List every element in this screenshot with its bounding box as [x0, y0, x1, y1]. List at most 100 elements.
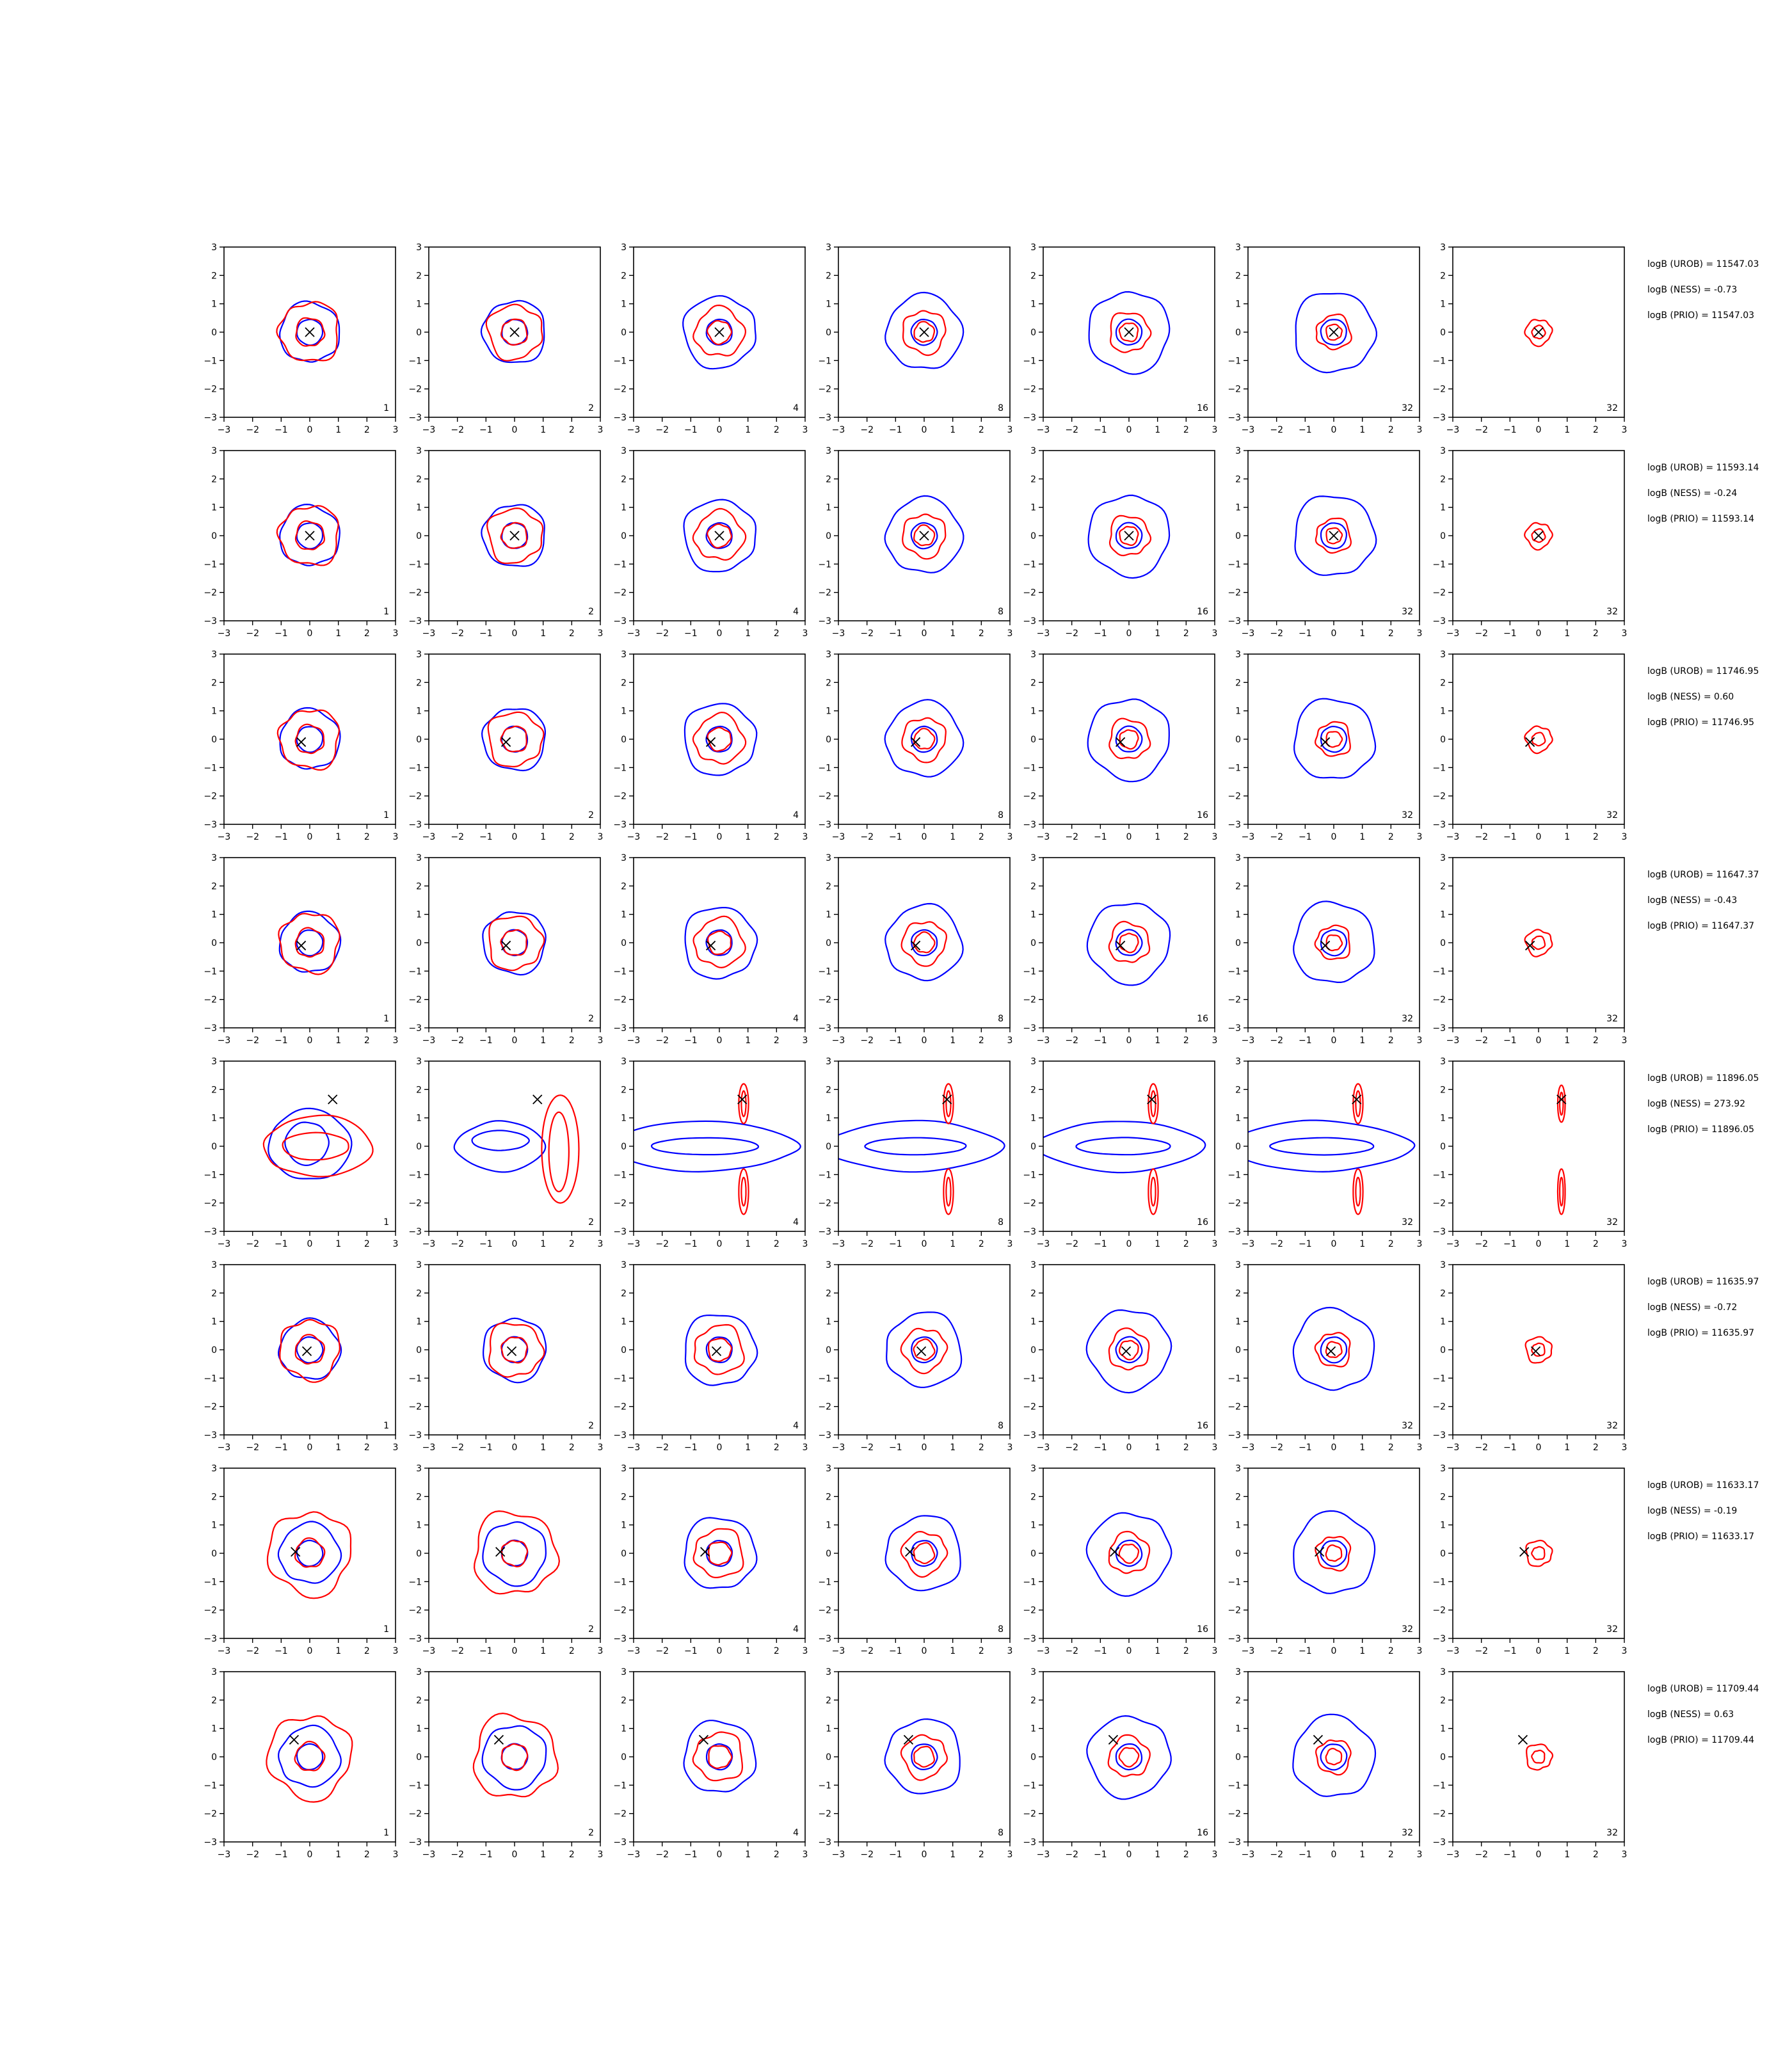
y-tick-label: 3 [211, 1260, 217, 1270]
y-tick-label: −1 [1228, 1373, 1241, 1384]
red-contour-outer [693, 1324, 745, 1375]
y-tick-label: 0 [1235, 1752, 1241, 1763]
x-tick-label: −1 [479, 1850, 493, 1860]
panel-r8-c4: −3 −2 −1 0 1 2 3 −3 −2 −1 0 1 2 3 8 [818, 1667, 1012, 1860]
annotation-ness: logB (NESS) = 0.63 [1647, 1709, 1734, 1720]
red-contour-outer [902, 310, 947, 356]
blue-contour-outer [884, 902, 964, 982]
contours [1043, 1083, 1206, 1215]
marker-x [1147, 1094, 1157, 1105]
red-contour-inner [1325, 527, 1343, 545]
y-tick-label: 1 [826, 910, 831, 920]
x-tick-label: 0 [1536, 1036, 1542, 1046]
y-tick-label: −2 [408, 995, 422, 1005]
x-tick-label: 0 [1331, 425, 1337, 435]
x-tick-label: 2 [774, 628, 780, 639]
y-tick-label: 0 [621, 735, 627, 745]
panel-r4-c6: −3 −2 −1 0 1 2 3 −3 −2 −1 0 1 2 3 32 [1228, 853, 1422, 1046]
x-tick-label: −1 [1503, 1036, 1517, 1046]
x-tick-label: −3 [627, 1850, 641, 1860]
x-tick-label: 1 [1564, 628, 1570, 639]
y-tick-label: 0 [826, 1345, 831, 1356]
x-tick-label: −1 [1503, 832, 1517, 842]
x-tick-label: 1 [1564, 1850, 1570, 1860]
y-tick-label: 2 [1440, 678, 1446, 688]
contours [1087, 698, 1170, 783]
x-tick-label: 0 [512, 1239, 518, 1249]
y-tick-label: 1 [1235, 1114, 1241, 1124]
y-tick-label: 2 [1440, 1288, 1446, 1299]
x-tick-label: −2 [1065, 1036, 1078, 1046]
blue-contour-inner [1115, 1743, 1143, 1771]
x-tick-label: −2 [1270, 628, 1283, 639]
x-tick-label: −2 [451, 425, 464, 435]
x-tick-label: 3 [803, 425, 808, 435]
y-tick-label: 0 [211, 1752, 217, 1763]
x-tick-label: −1 [1503, 1646, 1517, 1656]
red-contour-bottom-outer [1148, 1168, 1159, 1215]
y-tick-label: 0 [826, 328, 831, 338]
marker-x [698, 1734, 709, 1745]
y-tick-label: −2 [1228, 588, 1241, 598]
y-tick-label: −2 [204, 995, 217, 1005]
x-tick-label: 0 [512, 1646, 518, 1656]
axes-frame [223, 1264, 396, 1436]
blue-contour-inner [296, 726, 324, 753]
contours [684, 1314, 758, 1386]
panel-label: 4 [793, 403, 799, 413]
y-tick-label: −3 [1432, 1227, 1446, 1237]
x-tick-label: −1 [684, 1850, 698, 1860]
y-tick-label: 3 [621, 446, 627, 456]
y-tick-label: 3 [621, 243, 627, 253]
red-contour-outer [692, 711, 747, 765]
red-contour-outer [276, 709, 340, 771]
x-tick-label: −3 [1037, 1646, 1050, 1656]
x-tick-label: −3 [218, 1850, 231, 1860]
y-tick-label: 3 [211, 650, 217, 660]
red-contour-bottom-outer [943, 1168, 954, 1215]
x-tick-label: −3 [627, 1646, 641, 1656]
x-tick-label: 1 [745, 1036, 751, 1046]
axes-frame [633, 653, 806, 825]
x-tick-label: 0 [1536, 832, 1542, 842]
marker-x [916, 1346, 927, 1356]
y-tick-label: 0 [1440, 938, 1446, 948]
panel-label: 2 [588, 1217, 594, 1228]
y-tick-label: −2 [613, 1199, 627, 1209]
x-tick-label: 3 [1212, 832, 1218, 842]
y-tick-label: −3 [818, 1837, 831, 1848]
x-tick-label: −1 [684, 832, 698, 842]
x-tick-label: 3 [1622, 628, 1628, 639]
panel-label: 1 [383, 403, 389, 413]
panel-label: 32 [1402, 1217, 1413, 1228]
x-tick-label: −3 [422, 1646, 436, 1656]
y-tick-label: 2 [826, 1695, 831, 1706]
contours [278, 910, 342, 975]
contours [884, 699, 964, 778]
panel-label: 32 [1606, 1828, 1618, 1838]
x-tick-label: −2 [655, 1036, 669, 1046]
red-contour-top-inner [1355, 1090, 1361, 1117]
x-tick-label: −3 [627, 1239, 641, 1249]
x-tick-label: 0 [1331, 1036, 1337, 1046]
y-tick-label: 2 [1235, 881, 1241, 892]
panel-label: 16 [1197, 403, 1208, 413]
panel-label: 4 [793, 1217, 799, 1228]
y-tick-label: 3 [1440, 650, 1446, 660]
y-tick-label: −2 [408, 1606, 422, 1616]
red-contour-top-outer [1352, 1083, 1364, 1124]
x-tick-label: 2 [1388, 628, 1394, 639]
x-tick-label: 3 [1622, 1239, 1628, 1249]
x-tick-label: 2 [774, 1443, 780, 1453]
red-contour-outer [1109, 312, 1152, 353]
red-contour-inner [1531, 935, 1546, 950]
y-tick-label: 0 [1235, 328, 1241, 338]
panel-r3-c4: −3 −2 −1 0 1 2 3 −3 −2 −1 0 1 2 3 8 [818, 650, 1012, 842]
blue-contour-inner [705, 318, 733, 346]
axes-frame [1452, 1671, 1625, 1843]
red-contour-outer [262, 1114, 374, 1178]
axes-frame [633, 1264, 806, 1436]
red-contour-inner [1531, 732, 1546, 747]
blue-contour-outer [1293, 900, 1375, 983]
